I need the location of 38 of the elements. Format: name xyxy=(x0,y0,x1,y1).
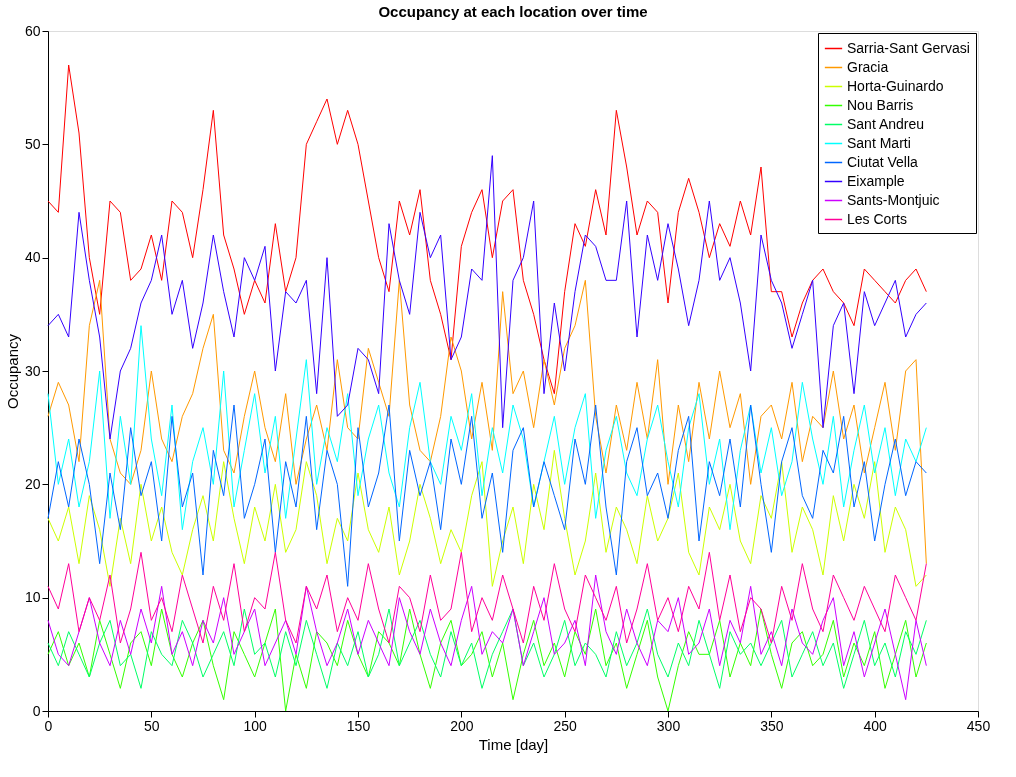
legend-label: Ciutat Vella xyxy=(847,153,919,170)
y-tick-label: 20 xyxy=(24,475,41,492)
y-tick-label: 0 xyxy=(32,702,41,719)
legend-label: Sant Andreu xyxy=(847,115,925,132)
y-tick-label: 50 xyxy=(24,135,41,152)
y-tick-label: 10 xyxy=(24,589,41,606)
x-axis-title: Time [day] xyxy=(478,735,549,753)
x-tick-label: 400 xyxy=(863,717,888,734)
legend-label: Sant Marti xyxy=(847,134,911,151)
y-axis-title: Occupancy xyxy=(3,333,21,410)
line-series xyxy=(47,608,927,689)
legend-label: Eixample xyxy=(847,172,905,189)
x-tick-label: 200 xyxy=(450,717,474,734)
x-tick-label: 0 xyxy=(44,717,53,734)
legend-label: Nou Barris xyxy=(847,96,914,113)
line-series xyxy=(47,404,927,587)
legend-label: Horta-Guinardo xyxy=(847,77,944,94)
y-tick-label: 60 xyxy=(24,22,41,39)
line-series xyxy=(47,574,927,701)
x-tick-label: 350 xyxy=(760,717,784,734)
x-tick-label: 450 xyxy=(966,717,991,734)
y-tick-label: 40 xyxy=(24,249,41,266)
chart-title: Occupancy at each location over time xyxy=(378,3,648,20)
x-tick-label: 150 xyxy=(346,717,371,734)
x-tick-label: 50 xyxy=(144,717,160,734)
line-series xyxy=(47,279,927,565)
legend-label: Gracia xyxy=(847,58,889,75)
y-tick-label: 30 xyxy=(24,362,41,379)
legend-label: Sants-Montjuic xyxy=(847,191,940,208)
line-series xyxy=(47,325,927,531)
line-series xyxy=(47,551,927,644)
line-series xyxy=(47,449,927,587)
legend-label: Sarria-Sant Gervasi xyxy=(847,39,970,56)
x-tick-label: 100 xyxy=(243,717,268,734)
x-tick-label: 250 xyxy=(553,717,578,734)
legend-label: Les Corts xyxy=(847,210,907,227)
line-series xyxy=(47,608,927,712)
x-tick-label: 300 xyxy=(656,717,681,734)
